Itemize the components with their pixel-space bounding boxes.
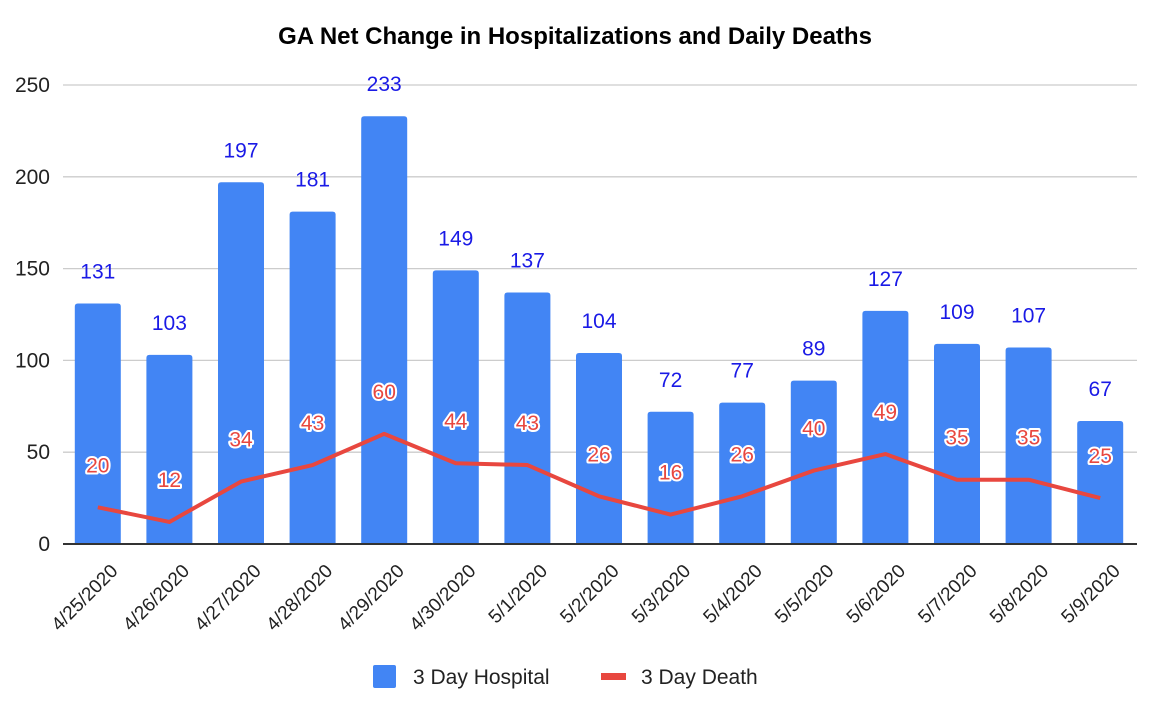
x-axis-ticks: 4/25/20204/26/20204/27/20204/28/20204/29… — [48, 561, 1125, 636]
line-data-label: 40 — [802, 418, 825, 441]
bar-data-label: 103 — [152, 312, 187, 335]
legend-swatch-death — [601, 673, 626, 680]
bar[interactable] — [361, 116, 408, 544]
bar-data-label: 197 — [223, 139, 258, 162]
x-tick-label: 4/30/2020 — [406, 561, 481, 636]
bar-data-label: 181 — [295, 169, 330, 192]
line-data-label: 44 — [444, 410, 468, 433]
bar[interactable] — [1077, 420, 1124, 544]
line-data-label: 20 — [86, 454, 109, 477]
bar-data-label: 127 — [868, 268, 903, 291]
line-data-label: 43 — [516, 412, 539, 435]
x-tick-label: 4/28/2020 — [263, 561, 338, 636]
bar-data-label: 149 — [438, 227, 473, 250]
bar-data-label: 233 — [367, 73, 402, 96]
bar-data-label: 67 — [1089, 378, 1112, 401]
bar[interactable] — [289, 211, 336, 544]
line-data-label: 60 — [373, 381, 396, 404]
line-data-label: 16 — [659, 462, 682, 485]
bar-data-labels: 131 103 197 181 233 149 137 104 72 77 89 127 109 107 6… — [80, 73, 1112, 401]
line-data-label: 12 — [158, 469, 181, 492]
bar-data-label: 131 — [80, 260, 115, 283]
legend-item-hospital[interactable]: 3 Day Hospital — [373, 665, 550, 689]
bar-data-label: 72 — [659, 369, 682, 392]
y-tick-label: 150 — [15, 258, 50, 281]
chart-title: GA Net Change in Hospitalizations and Da… — [278, 23, 872, 50]
bar-data-label: 107 — [1011, 305, 1046, 328]
line-data-label: 26 — [731, 443, 754, 466]
line-data-labels: 20 12 34 43 60 44 43 26 16 26 40 49 35 35 25 — [84, 379, 1114, 494]
y-tick-label: 200 — [15, 166, 50, 189]
bar[interactable] — [862, 310, 909, 544]
legend: 3 Day Hospital 3 Day Death — [373, 665, 758, 689]
bar[interactable] — [790, 380, 837, 544]
bar[interactable] — [504, 292, 551, 544]
x-tick-label: 5/9/2020 — [1058, 561, 1125, 628]
x-tick-label: 4/27/2020 — [191, 561, 266, 636]
x-tick-label: 4/29/2020 — [334, 561, 409, 636]
x-tick-label: 4/25/2020 — [48, 561, 123, 636]
line-series — [97, 431, 1101, 524]
x-tick-label: 5/7/2020 — [914, 561, 981, 628]
bar-data-label: 109 — [939, 301, 974, 324]
legend-swatch-hospital — [373, 665, 396, 688]
line-data-label: 26 — [587, 443, 610, 466]
y-tick-label: 0 — [38, 533, 50, 556]
bar[interactable] — [719, 402, 766, 544]
bar[interactable] — [74, 303, 121, 544]
line-data-label: 35 — [1017, 427, 1040, 450]
legend-label-death: 3 Day Death — [641, 666, 758, 689]
bar-data-label: 137 — [510, 249, 545, 272]
legend-label-hospital: 3 Day Hospital — [413, 666, 550, 689]
x-tick-label: 5/5/2020 — [771, 561, 838, 628]
bar-data-label: 89 — [802, 338, 825, 361]
x-tick-label: 5/3/2020 — [628, 561, 695, 628]
x-tick-label: 5/2/2020 — [556, 561, 623, 628]
bar[interactable] — [576, 353, 622, 544]
bar-data-label: 104 — [581, 310, 616, 333]
bar[interactable] — [934, 343, 980, 544]
y-tick-label: 100 — [15, 349, 50, 372]
x-tick-label: 4/26/2020 — [119, 561, 194, 636]
line-data-label: 43 — [301, 412, 324, 435]
line-data-label: 34 — [229, 429, 253, 452]
bar[interactable] — [146, 354, 193, 544]
bar-data-label: 77 — [731, 360, 754, 383]
bar[interactable] — [218, 182, 264, 545]
line-data-label: 49 — [874, 401, 897, 424]
y-tick-label: 250 — [15, 74, 50, 97]
bar[interactable] — [1005, 347, 1052, 544]
y-axis-ticks: 0 50 100 150 200 250 — [15, 74, 50, 556]
line-data-label: 25 — [1089, 445, 1112, 468]
x-tick-label: 5/4/2020 — [700, 561, 767, 628]
x-tick-label: 5/1/2020 — [485, 561, 552, 628]
y-tick-label: 50 — [27, 441, 50, 464]
x-tick-label: 5/6/2020 — [843, 561, 910, 628]
x-tick-label: 5/8/2020 — [986, 561, 1053, 628]
bar-series — [74, 116, 1124, 545]
bar[interactable] — [432, 270, 479, 544]
legend-item-death[interactable]: 3 Day Death — [601, 666, 758, 689]
line-data-label: 35 — [945, 427, 968, 450]
